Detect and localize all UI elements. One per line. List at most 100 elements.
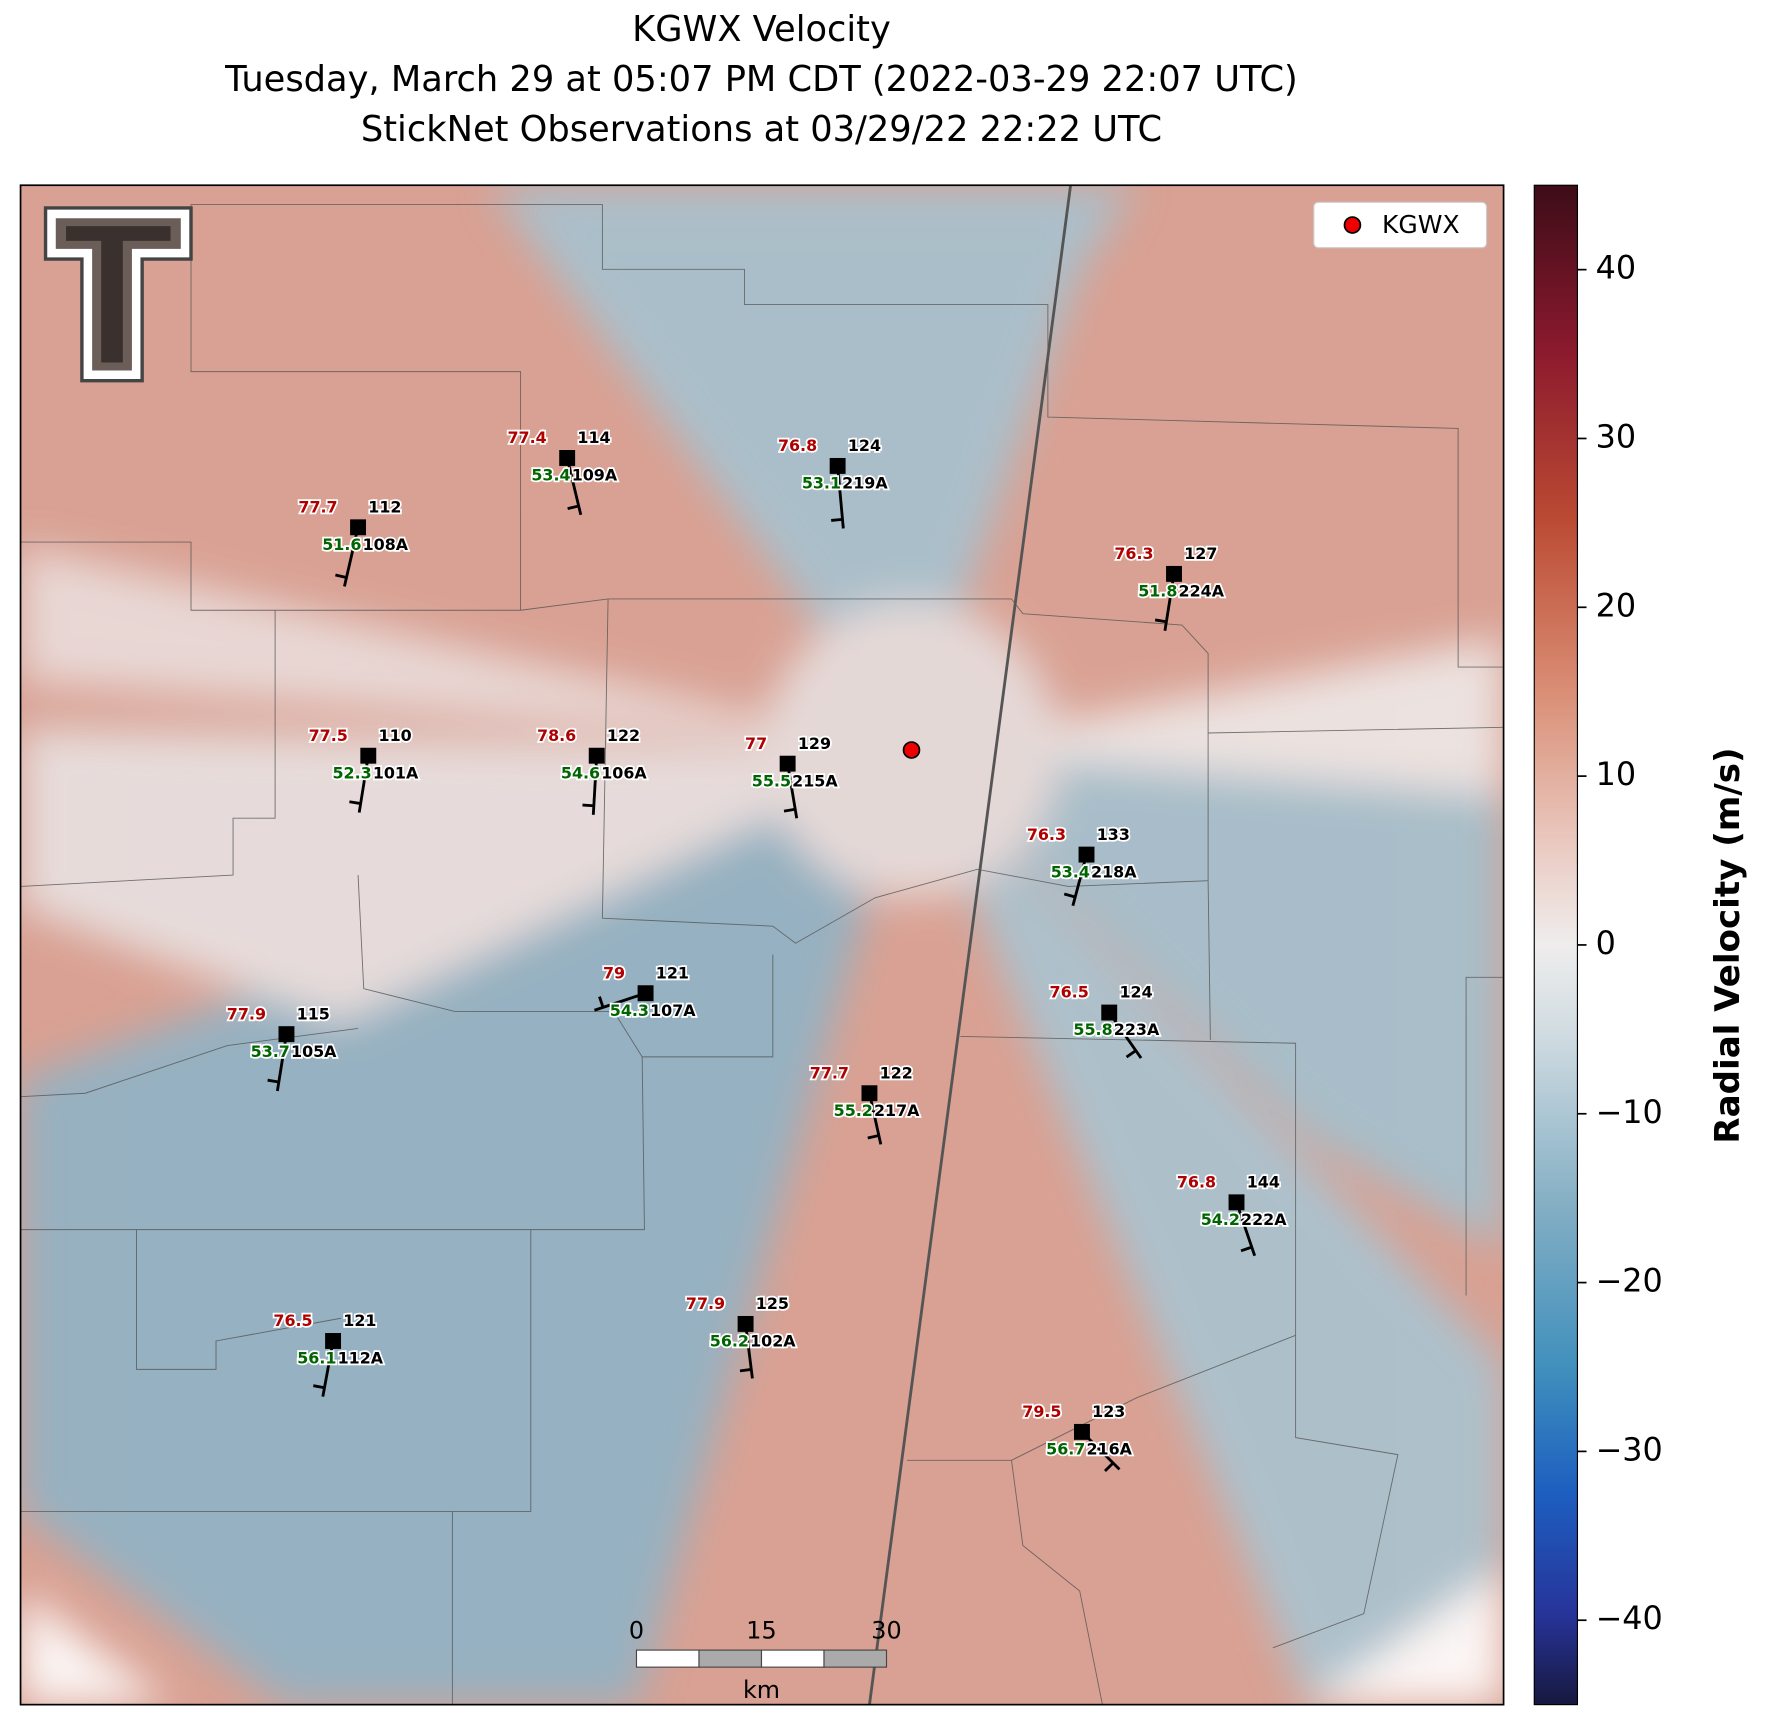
station-dewpoint: 56.1: [297, 1349, 336, 1368]
station-number: 133: [1097, 825, 1130, 844]
colorbar-tick-label: −40: [1596, 1599, 1663, 1637]
station-name: 217A: [874, 1101, 920, 1120]
station-number: 122: [880, 1063, 913, 1082]
station: 77.4 114 53.4 109A: [506, 426, 620, 516]
station-dewpoint: 53.4: [531, 466, 570, 485]
wind-barb-tick: [1063, 892, 1076, 899]
station-temperature: 78.6: [537, 726, 576, 745]
title-line: KGWX Velocity: [632, 9, 891, 50]
scale-segment: [698, 1649, 763, 1668]
station-name: 223A: [1114, 1020, 1160, 1039]
wind-barb-tick: [1103, 1461, 1115, 1473]
wind-barb-tick: [1125, 1049, 1137, 1059]
station-number: 124: [848, 436, 881, 455]
station-number: 127: [1184, 544, 1217, 563]
station-number: 114: [577, 428, 610, 447]
title-line: StickNet Observations at 03/29/22 22:22 …: [361, 109, 1162, 150]
station-temperature: 76.3: [1027, 825, 1066, 844]
wind-barb: [591, 755, 599, 815]
station-temperature: 77.9: [686, 1294, 725, 1313]
station-number: 121: [656, 963, 689, 982]
wind-barb-tick: [349, 800, 361, 805]
station-temperature: 77.9: [227, 1004, 266, 1023]
colorbar-tick-label: −20: [1596, 1262, 1663, 1300]
wind-barb-tick: [867, 1134, 880, 1140]
station: 78.6 122 54.6 106A: [535, 724, 649, 815]
station-dewpoint: 56.2: [710, 1332, 749, 1351]
scale-segment: [635, 1649, 700, 1668]
scale-segment: [760, 1649, 825, 1668]
station-temperature: 76.3: [1114, 544, 1153, 563]
station-marker: [1166, 565, 1182, 582]
wind-barb-tick: [267, 1078, 280, 1084]
station-number: 110: [379, 726, 412, 745]
scale-segment: [823, 1649, 888, 1668]
station-marker: [737, 1315, 754, 1332]
wind-barb-tick: [1154, 618, 1167, 624]
station: 77.9 125 56.2 102A: [684, 1292, 798, 1379]
wind-barb: [321, 1340, 335, 1397]
station-dewpoint: 55.5: [752, 771, 791, 790]
station-temperature: 77.5: [309, 726, 348, 745]
station-name: 218A: [1091, 862, 1137, 881]
station-marker: [829, 457, 846, 474]
station-number: 129: [798, 734, 831, 753]
wind-barb-tick: [313, 1384, 325, 1390]
station-marker: [559, 450, 576, 466]
station-number: 123: [1092, 1402, 1125, 1421]
wind-barb-tick: [335, 573, 347, 579]
station-number: 125: [756, 1294, 789, 1313]
colorbar-tick-label: 30: [1596, 417, 1636, 455]
station-temperature: 77.7: [298, 497, 337, 516]
station-name: 215A: [792, 771, 838, 790]
station-dewpoint: 51.6: [322, 535, 361, 554]
station-dewpoint: 54.6: [561, 763, 600, 782]
station: 77.7 122 55.2 217A: [808, 1062, 922, 1145]
station-marker: [1078, 846, 1095, 863]
colorbar-tick-label: −30: [1596, 1430, 1663, 1468]
station-temperature: 79.5: [1022, 1402, 1061, 1421]
station: 77.7 112 51.6 108A: [297, 496, 410, 587]
station-name: 222A: [1241, 1210, 1287, 1229]
station-number: 112: [368, 497, 401, 516]
station-marker: [325, 1333, 342, 1349]
station-temperature: 76.5: [273, 1311, 312, 1330]
wind-barb: [1235, 1201, 1257, 1257]
wind-barb: [275, 1033, 288, 1092]
station-name: 224A: [1179, 582, 1225, 601]
station-dewpoint: 52.3: [332, 763, 371, 782]
station: 79 121 54.3 107A: [593, 962, 698, 1022]
station-name: 107A: [650, 1001, 696, 1020]
legend-label: KGWX: [1382, 210, 1460, 239]
station: 76.8 144 54.2 222A: [1175, 1171, 1289, 1257]
wind-barb-tick: [582, 803, 594, 808]
colorbar-tick-label: 40: [1596, 249, 1636, 287]
wind-barb-tick: [783, 807, 796, 813]
station-number: 115: [297, 1004, 330, 1023]
station-temperature: 77: [745, 734, 767, 753]
station-number: 144: [1247, 1173, 1280, 1192]
station-temperature: 76.5: [1050, 983, 1089, 1002]
station-marker: [637, 985, 654, 1002]
wind-barb: [1071, 854, 1088, 907]
wind-barb: [786, 763, 799, 819]
station-number: 122: [607, 726, 640, 745]
station: 76.5 121 56.1 112A: [272, 1309, 385, 1397]
wind-barb: [593, 991, 647, 1012]
station-name: 109A: [572, 466, 618, 485]
scale-bar: 0 15 30 km: [629, 1617, 902, 1704]
radar-field: [20, 185, 1504, 1705]
station-marker: [861, 1085, 878, 1102]
wind-barb-tick: [1240, 1245, 1253, 1253]
state-line: [868, 185, 1073, 1705]
station-name: 112A: [338, 1349, 384, 1368]
wind-barb-tick: [598, 996, 605, 1008]
station-marker: [1228, 1194, 1245, 1211]
station: 77 129 55.5 215A: [743, 732, 840, 819]
colorbar-tick-label: −10: [1596, 1093, 1663, 1131]
scale-unit: km: [743, 1676, 780, 1704]
station-dewpoint: 54.3: [610, 1001, 649, 1020]
wind-barb-tick: [567, 504, 580, 510]
colorbar-tick-label: 10: [1596, 755, 1636, 793]
